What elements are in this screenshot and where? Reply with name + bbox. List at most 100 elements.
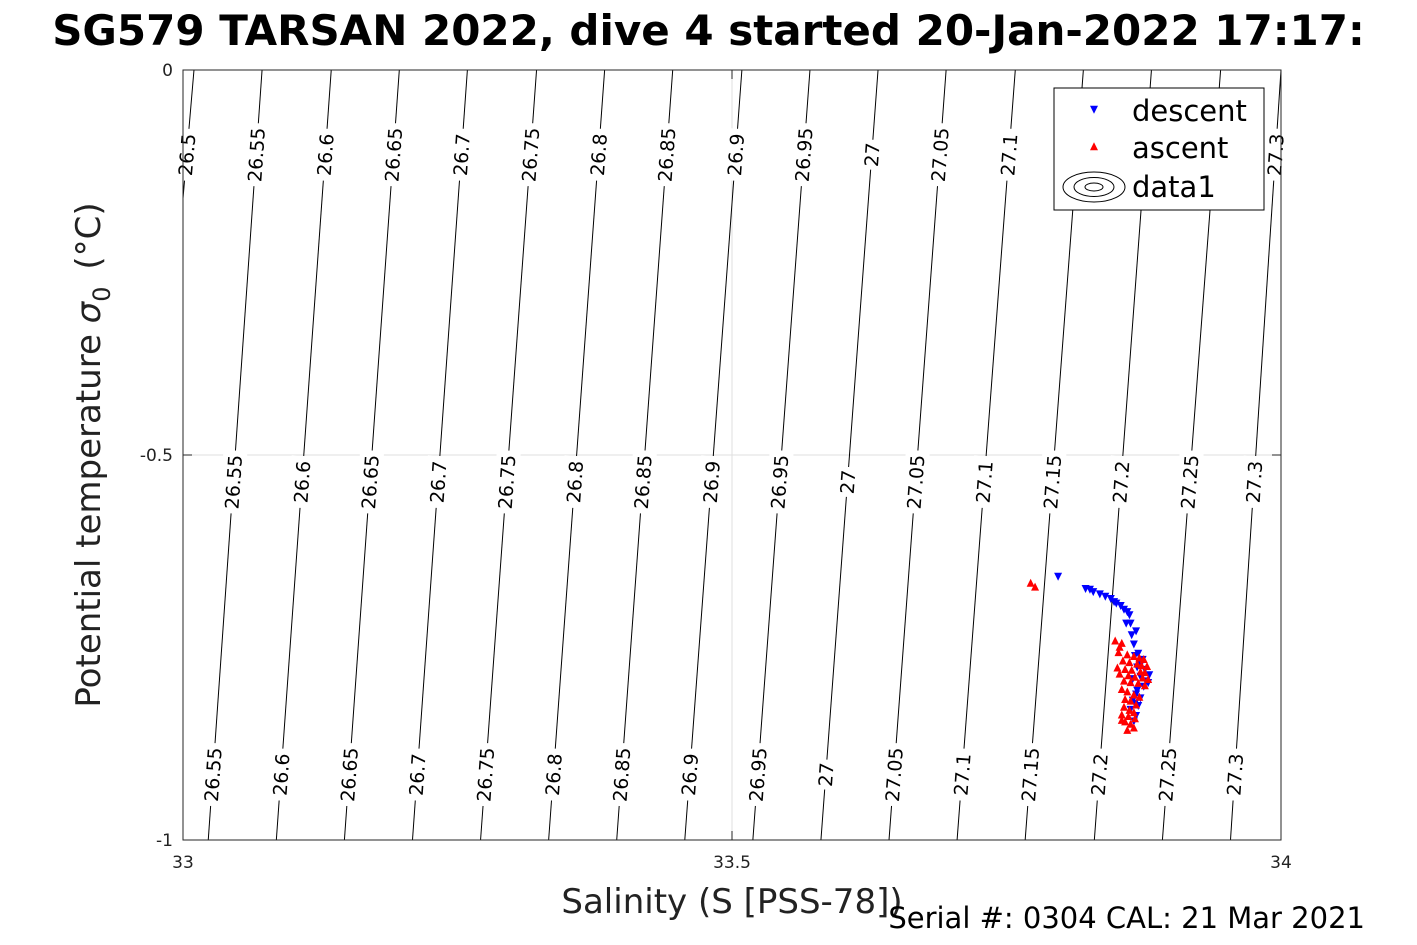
density-contour-label-group: 26.8: [584, 127, 613, 182]
density-contour-label: 26.9: [700, 460, 725, 504]
density-contour-label: 27: [837, 469, 861, 495]
density-contour-label: 26.85: [655, 127, 681, 183]
density-contour-label-group: 26.8: [539, 747, 568, 802]
density-contour-label-group: 27.05: [925, 122, 955, 188]
density-contour-label-group: 26.8: [560, 455, 589, 509]
legend-marker-descent-triangle: [1090, 105, 1098, 114]
density-contour-label: 27.3: [1223, 753, 1248, 797]
data-points: [1026, 572, 1154, 734]
density-contour-label-group: 27.05: [879, 742, 909, 807]
data-point-ascent: [1124, 671, 1133, 680]
data-point-descent: [1089, 588, 1098, 597]
data-point-ascent: [1135, 692, 1144, 701]
density-contour-label-bg: [241, 122, 271, 187]
density-contour-label-group: 26.55: [241, 122, 271, 187]
density-contour-label: 27.15: [1018, 747, 1044, 803]
density-contour-label: 27.05: [928, 127, 954, 183]
density-contour-label-bg: [721, 127, 750, 182]
density-contour-label: 26.65: [337, 747, 363, 803]
density-contour-label-bg: [539, 747, 568, 802]
density-contour-label-bg: [355, 449, 385, 515]
data-point-ascent: [1121, 665, 1130, 674]
density-contour-label: 26.9: [678, 753, 703, 797]
legend-marker-descent: [1090, 105, 1098, 114]
density-contour-label: 26.55: [244, 127, 270, 183]
density-contour-label-bg: [1240, 455, 1268, 509]
x-axis-title: Salinity (S [PSS-78]): [561, 882, 902, 922]
density-contour-label: 27: [861, 142, 885, 168]
data-point-ascent: [1135, 653, 1144, 662]
density-contour-label: 27.25: [1155, 747, 1181, 803]
density-contour-label: 27.3: [1243, 460, 1268, 504]
density-contour-label-group: 26.95: [789, 122, 818, 188]
density-contour-label-bg: [1085, 747, 1114, 802]
data-point-ascent: [1115, 642, 1124, 651]
density-contour-label-group: 27.2: [1106, 455, 1135, 509]
x-tick-label: 33.5: [713, 853, 751, 873]
density-contour-label-group: 26.6: [288, 455, 316, 509]
data-point-ascent: [1124, 712, 1133, 720]
y-tick-label: -0.5: [140, 446, 173, 466]
density-contour-label-group: 26.7: [447, 127, 476, 182]
density-contour-label-bg: [652, 122, 681, 187]
density-contour-label-bg: [584, 127, 613, 182]
data-point-descent: [1134, 649, 1143, 658]
density-contour-label-bg: [1261, 127, 1290, 182]
y-tick-label: -1: [156, 831, 173, 851]
data-point-descent: [1112, 599, 1121, 608]
density-contour-label-group: 27.3: [1221, 747, 1249, 802]
density-contour-label-bg: [1037, 449, 1067, 515]
density-contour-label: 26.8: [587, 133, 612, 177]
density-contour-label-group: 27: [812, 758, 839, 791]
density-contour-label: 26.95: [746, 747, 772, 803]
density-contour-label-group: 26.75: [471, 742, 500, 807]
density-contour-label-group: 26.85: [628, 449, 658, 515]
data-point-descent: [1132, 627, 1141, 636]
serial-cal-text: Serial #: 0304 CAL: 21 Mar 2021: [888, 901, 1365, 935]
density-contour-label: 27.3: [1264, 133, 1289, 177]
density-contour-label-group: 26.55: [198, 742, 227, 807]
data-point-descent: [1095, 590, 1104, 599]
data-point-ascent: [1134, 678, 1143, 687]
density-contour-label-group: 26.9: [675, 747, 704, 802]
data-point-ascent: [1123, 687, 1132, 696]
data-point-ascent: [1129, 708, 1138, 717]
data-point-ascent: [1127, 665, 1136, 674]
data-point-ascent: [1129, 723, 1138, 732]
density-contour-label: 27.1: [950, 753, 975, 797]
density-contour-label-bg: [172, 127, 201, 182]
density-contour-label-bg: [1106, 455, 1135, 509]
density-contour-label: 26.9: [724, 133, 749, 177]
data-point-ascent: [1123, 650, 1132, 659]
density-contour-label-group: 26.55: [219, 449, 248, 515]
density-contour-label-group: 26.85: [652, 122, 681, 187]
density-contour-label-bg: [1221, 747, 1249, 802]
density-contour-label-group: 27.1: [948, 747, 976, 802]
density-contour-label-group: 27.15: [1037, 449, 1067, 515]
density-contour-line: [275, 69, 332, 841]
density-contour-label-bg: [858, 138, 885, 171]
density-contour-label-group: 26.95: [743, 742, 773, 807]
density-contour-label: 26.75: [473, 747, 499, 803]
density-contour-label-group: 27.05: [901, 449, 930, 515]
legend-label-ascent: ascent: [1132, 131, 1228, 165]
density-contour-label: 27.25: [1177, 454, 1203, 510]
density-contour-label: 26.5: [175, 133, 201, 177]
data-point-ascent: [1123, 725, 1132, 734]
density-contour-label-group: 26.6: [267, 747, 295, 802]
density-contour-label-group: 27.2: [1085, 747, 1114, 802]
density-contour-label: 26.6: [314, 133, 339, 177]
density-contour-label: 27: [815, 762, 839, 788]
density-contour-label: 26.95: [792, 127, 818, 183]
legend-marker-contour-icon: [1062, 171, 1126, 203]
data-point-ascent: [1026, 578, 1035, 587]
data-point-ascent: [1137, 661, 1146, 670]
legend-label-data1: data1: [1132, 170, 1216, 204]
density-contour-label-bg: [288, 455, 316, 509]
density-contour-label-bg: [424, 455, 452, 509]
legend-label-descent: descent: [1132, 94, 1247, 128]
density-contour-line: [411, 69, 468, 841]
data-point-ascent: [1144, 675, 1153, 684]
density-contour-label-bg: [334, 742, 364, 807]
data-point-ascent: [1111, 636, 1120, 645]
